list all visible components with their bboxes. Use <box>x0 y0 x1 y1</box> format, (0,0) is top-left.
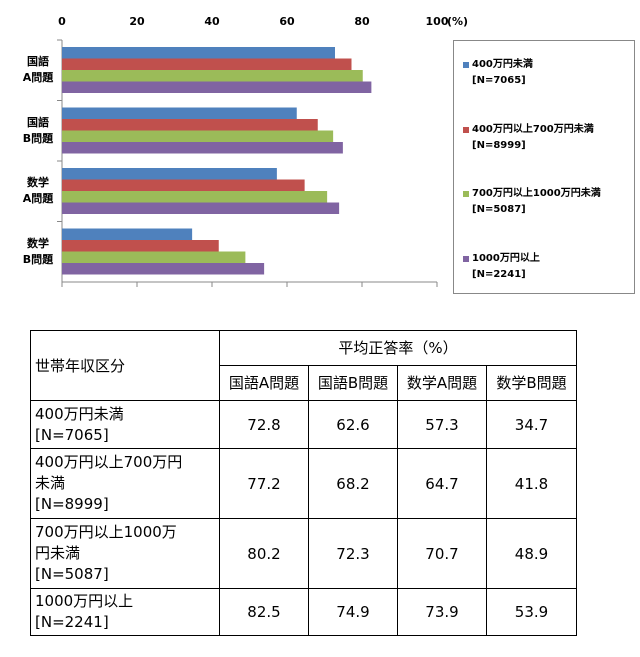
bar <box>62 142 343 154</box>
header-row: 国語A問題 国語B問題 数学A問題 数学B問題 <box>31 365 577 401</box>
x-tick-label: 80 <box>354 15 370 28</box>
data-table: 世帯年収区分 平均正答率（%） 国語A問題 国語B問題 数学A問題 数学B問題 400万円未… <box>30 330 577 636</box>
bar <box>62 179 305 191</box>
y-tick-label: 国語 B問題 <box>22 115 54 145</box>
table-cell: 53.9 <box>486 588 577 636</box>
bar <box>62 70 363 82</box>
bar <box>62 47 335 59</box>
row-label: 700万円以上1000万 円未満 [N=5087] <box>30 518 220 589</box>
bar <box>62 81 372 93</box>
column-header: 数学A問題 <box>397 365 487 401</box>
table-cell: 77.2 <box>219 448 309 519</box>
table-cell: 41.8 <box>486 448 577 519</box>
bar <box>62 251 246 263</box>
table-cell: 82.5 <box>219 588 309 636</box>
table-row: 400万円以上700万円 未満 [N=8999] 77.2 68.2 64.7 41.8 <box>30 448 577 519</box>
legend-swatch <box>463 255 469 262</box>
y-tick-label: 数学 B問題 <box>22 236 54 266</box>
bar <box>62 130 334 142</box>
legend-swatch <box>463 62 469 68</box>
bar <box>62 263 265 275</box>
bar <box>62 191 328 203</box>
bar <box>62 228 193 240</box>
bar <box>62 119 318 131</box>
header-cell: 世帯年収区分 <box>30 330 220 401</box>
x-unit: (%) <box>447 15 468 28</box>
table-cell: 80.2 <box>219 518 309 589</box>
table-cell: 74.9 <box>308 588 398 636</box>
legend-label: 400万円未満 [N=7065] <box>472 59 533 86</box>
legend-label: 1000万円以上 [N=2241] <box>472 252 540 280</box>
table-cell: 57.3 <box>397 400 487 449</box>
column-header: 国語B問題 <box>308 365 398 401</box>
x-tick-label: 0 <box>58 15 66 28</box>
row-label: 400万円未満 [N=7065] <box>30 400 220 449</box>
bar <box>62 202 340 214</box>
y-tick-label: 数学 A問題 <box>22 176 54 206</box>
column-header: 国語A問題 <box>219 365 309 401</box>
bar <box>62 107 297 119</box>
bar <box>62 240 219 252</box>
table-cell: 64.7 <box>397 448 487 519</box>
x-tick-label: 20 <box>129 15 145 28</box>
bar <box>62 58 352 70</box>
x-tick-label: 100 <box>426 15 449 28</box>
header-row: 世帯年収区分 平均正答率（%） <box>30 330 577 401</box>
row-label: 400万円以上700万円 未満 [N=8999] <box>30 448 220 519</box>
column-header: 数学B問題 <box>486 365 577 401</box>
legend-label: 400万円以上700万円未満 [N=8999] <box>472 123 594 151</box>
table-cell: 70.7 <box>397 518 487 589</box>
table-cell: 73.9 <box>397 588 487 636</box>
table-row: 700万円以上1000万 円未満 [N=5087] 80.2 72.3 70.7 48.… <box>30 518 577 589</box>
legend-swatch <box>463 191 469 197</box>
table-cell: 72.8 <box>219 400 309 449</box>
bar <box>62 168 277 180</box>
legend-label: 700万円以上1000万円未満 [N=5087] <box>472 188 601 215</box>
legend-swatch <box>463 126 469 133</box>
x-tick-label: 40 <box>204 15 220 28</box>
chart: 0 20 40 60 80 100(%) <box>57 15 468 287</box>
legend: 400万円未満 [N=7065] 400万円以上700万円未満 [N=8999] 7… <box>453 40 635 294</box>
table-cell: 68.2 <box>308 448 398 519</box>
table-cell: 62.6 <box>308 400 398 449</box>
table-row: 400万円未満 [N=7065] 72.8 62.6 57.3 34.7 <box>30 400 577 449</box>
table-cell: 72.3 <box>308 518 398 589</box>
table-row: 1000万円以上 [N=2241] 82.5 74.9 73.9 53.9 <box>30 588 577 636</box>
row-label: 1000万円以上 [N=2241] <box>30 588 220 636</box>
group-header: 平均正答率（%） <box>219 330 577 366</box>
x-tick-label: 60 <box>279 15 295 28</box>
table-cell: 34.7 <box>486 400 577 449</box>
table-cell: 48.9 <box>486 518 577 589</box>
y-tick-label: 国語 A問題 <box>22 55 54 85</box>
